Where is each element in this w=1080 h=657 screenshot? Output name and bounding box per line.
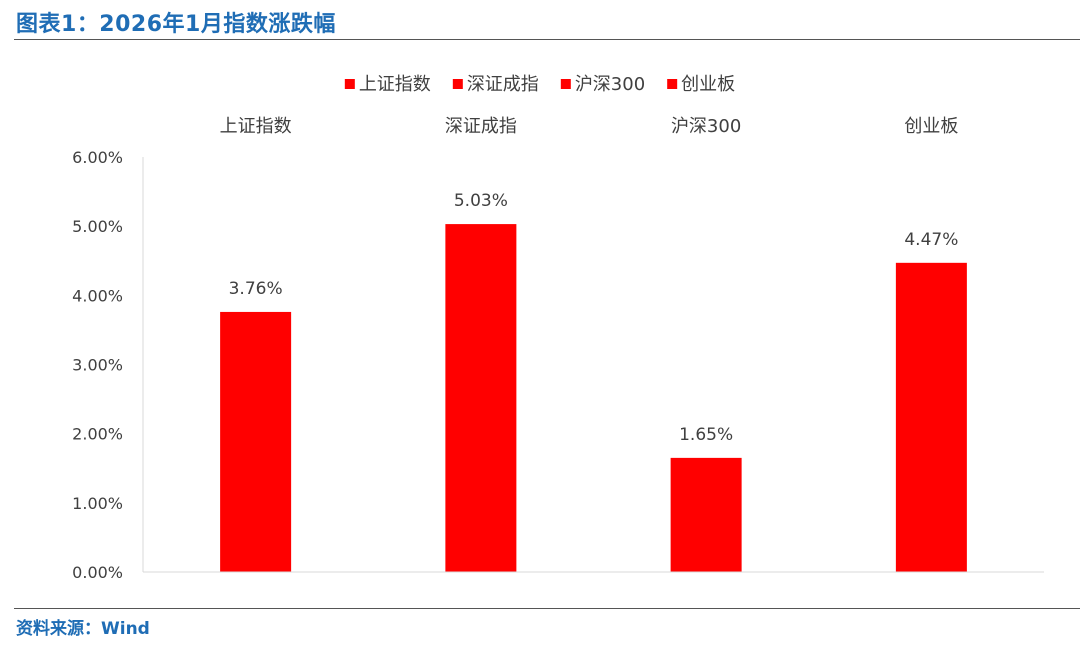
figure-title: 图表1：2026年1月指数涨跌幅 <box>16 12 336 37</box>
source-note: 资料来源：Wind <box>16 619 150 639</box>
bottom-rule <box>14 608 1080 609</box>
data-label: 4.47% <box>904 230 958 250</box>
data-label: 5.03% <box>454 191 508 211</box>
legend-swatch <box>452 79 463 89</box>
bar <box>445 224 517 572</box>
legend-label: 沪深300 <box>575 74 645 95</box>
data-label: 3.76% <box>229 279 283 299</box>
category-label: 沪深300 <box>671 116 741 137</box>
category-label: 上证指数 <box>220 116 292 137</box>
y-tick-label: 6.00% <box>72 148 123 167</box>
y-tick-label: 5.00% <box>72 217 123 236</box>
category-label: 创业板 <box>904 116 958 137</box>
legend-item: 创业板 <box>667 74 735 95</box>
bar <box>220 311 292 572</box>
y-axis: 0.00% 1.00% 2.00% 3.00% 4.00% 5.00% 6.00% <box>72 148 144 582</box>
legend-swatch <box>667 79 678 89</box>
legend-label: 上证指数 <box>359 74 431 95</box>
bar <box>670 457 742 572</box>
bar <box>895 262 967 572</box>
bars <box>220 224 967 572</box>
y-tick-label: 3.00% <box>72 356 123 375</box>
y-tick-label: 1.00% <box>72 494 123 513</box>
y-tick-label: 0.00% <box>72 563 123 582</box>
data-label: 1.65% <box>679 425 733 445</box>
y-tick-label: 2.00% <box>72 425 123 444</box>
legend-swatch <box>560 79 571 89</box>
legend-item: 上证指数 <box>344 74 431 95</box>
category-labels: 上证指数 深证成指 沪深300 创业板 <box>220 116 959 137</box>
legend-swatch <box>344 79 355 89</box>
legend-label: 创业板 <box>681 74 735 95</box>
y-tick-label: 4.00% <box>72 286 123 305</box>
legend-item: 沪深300 <box>560 74 645 95</box>
category-label: 深证成指 <box>445 116 517 137</box>
top-rule <box>14 39 1080 40</box>
legend-item: 深证成指 <box>452 74 539 95</box>
data-labels: 3.76% 5.03% 1.65% 4.47% <box>229 191 959 445</box>
legend: 上证指数 深证成指 沪深300 创业板 <box>344 74 735 95</box>
legend-label: 深证成指 <box>467 74 539 95</box>
